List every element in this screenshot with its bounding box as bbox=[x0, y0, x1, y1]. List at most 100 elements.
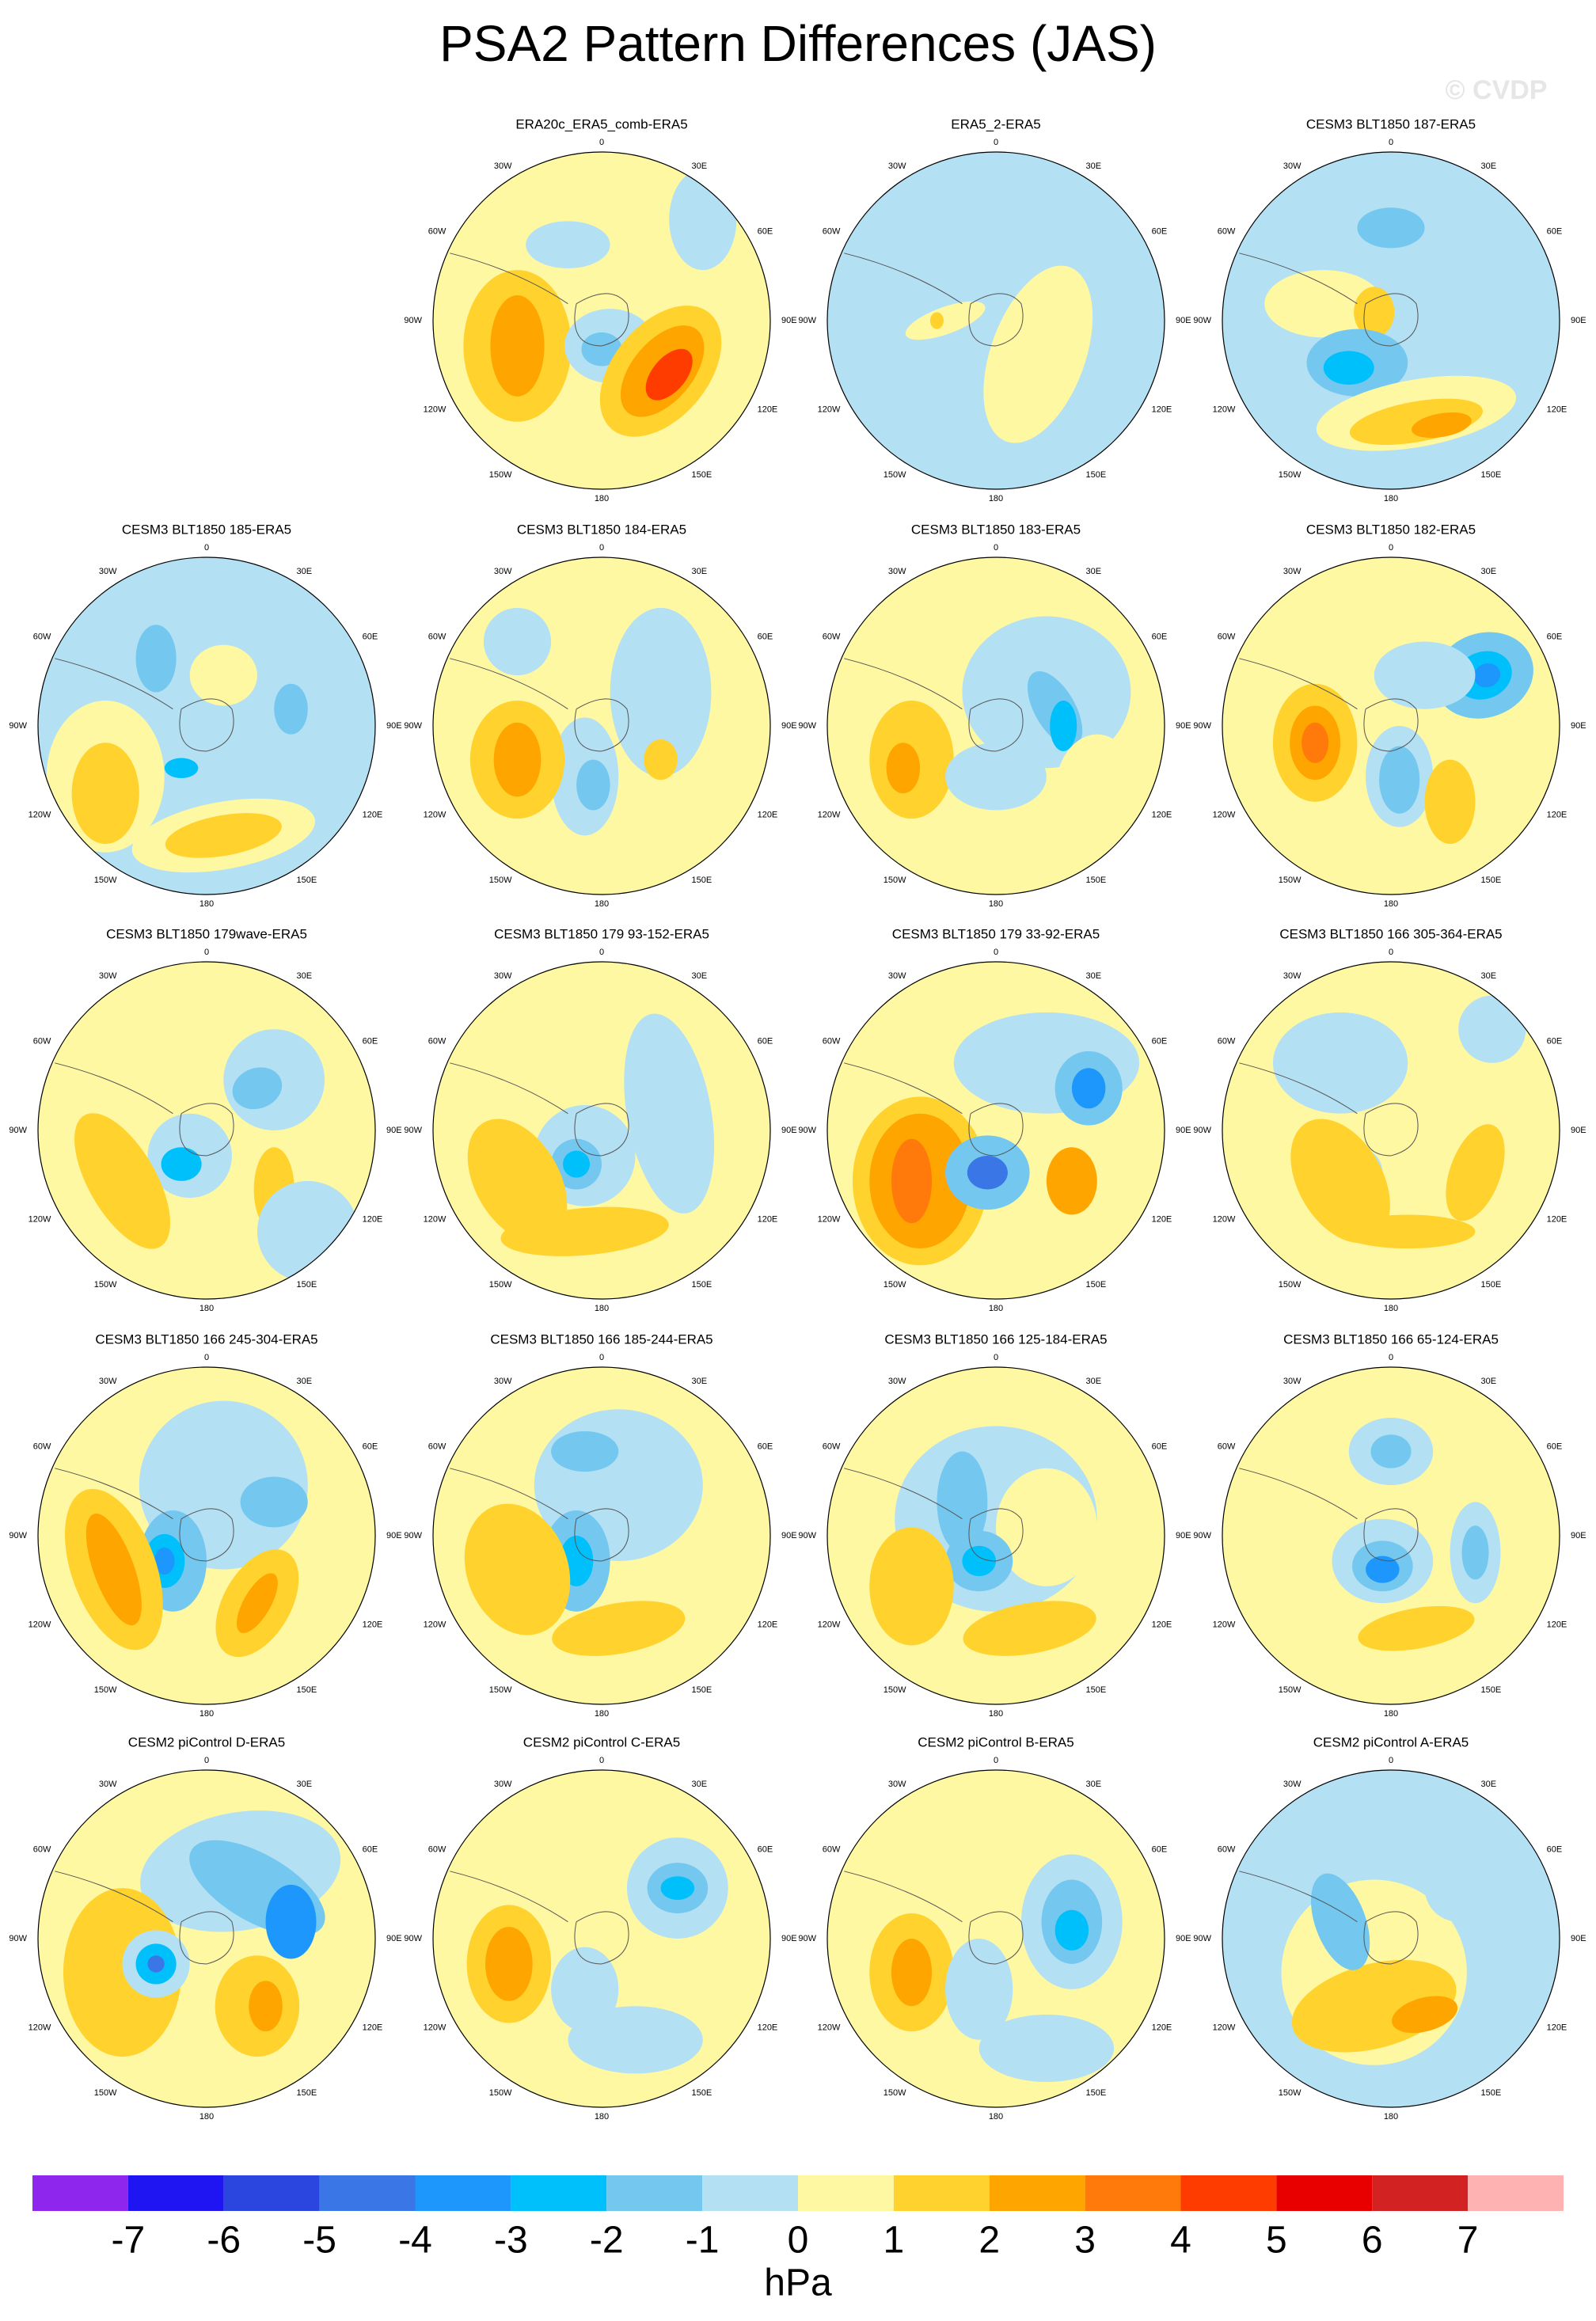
longitude-label: 60W bbox=[1218, 226, 1236, 236]
longitude-label: 180 bbox=[1384, 1709, 1398, 1719]
colorbar-tick-label: 0 bbox=[788, 2220, 809, 2262]
map-panel: CESM3 BLT1850 179wave-ERA5 0 30E 60E 90E 120E… bbox=[9, 926, 401, 1312]
coastline bbox=[844, 253, 1024, 347]
map-panel: CESM3 BLT1850 179 93-152-ERA5 0 30E 60E 90E 1… bbox=[404, 926, 796, 1312]
panel-title: CESM2 piControl A-ERA5 bbox=[1313, 1734, 1469, 1749]
longitude-label: 120E bbox=[363, 1620, 383, 1629]
contour-field bbox=[433, 557, 770, 895]
contour-fill bbox=[905, 301, 986, 340]
contour-fill bbox=[1392, 1996, 1458, 2034]
longitude-label: 150W bbox=[1279, 1280, 1302, 1290]
map-panel: CESM3 BLT1850 182-ERA5 0 30E 60E 90E 120E 150E… bbox=[1193, 522, 1586, 908]
longitude-label: 150E bbox=[1481, 876, 1502, 885]
longitude-label: 150W bbox=[94, 1280, 117, 1290]
contour-fill bbox=[929, 312, 944, 329]
longitude-label: 120W bbox=[818, 2023, 841, 2032]
colorbar-tick-label: 7 bbox=[1457, 2220, 1479, 2262]
contour-fill bbox=[660, 1876, 695, 1901]
map-outline bbox=[1222, 961, 1560, 1300]
longitude-label: 90W bbox=[404, 721, 422, 731]
longitude-label: 60W bbox=[428, 226, 446, 236]
longitude-label: 60E bbox=[1547, 1036, 1563, 1046]
longitude-label: 120W bbox=[28, 2023, 51, 2032]
longitude-label: 120E bbox=[758, 1214, 778, 1224]
longitude-label: 150E bbox=[692, 1280, 712, 1290]
longitude-label: 120W bbox=[424, 1214, 446, 1224]
longitude-label: 150W bbox=[94, 1685, 117, 1695]
longitude-label: 60E bbox=[1152, 1036, 1168, 1046]
longitude-label: 150W bbox=[1279, 876, 1302, 885]
longitude-label: 60E bbox=[363, 1442, 378, 1451]
coastline bbox=[450, 1468, 629, 1562]
contour-fill bbox=[937, 1451, 988, 1553]
contour-fill bbox=[1412, 412, 1472, 439]
contour-fill bbox=[963, 1601, 1096, 1656]
longitude-label: 90W bbox=[1193, 1531, 1211, 1540]
contour-fill bbox=[485, 1927, 533, 2001]
watermark: © CVDP bbox=[1446, 75, 1548, 105]
longitude-label: 30E bbox=[1481, 161, 1497, 171]
contour-field bbox=[38, 1770, 375, 2107]
longitude-label: 90E bbox=[1176, 721, 1191, 731]
colorbar-tick-label: -5 bbox=[302, 2220, 336, 2262]
contour-field bbox=[827, 152, 1165, 489]
colorbar-box bbox=[1180, 2175, 1277, 2211]
longitude-label: 150E bbox=[692, 1685, 712, 1695]
longitude-label: 0 bbox=[599, 948, 604, 957]
longitude-label: 30W bbox=[888, 1377, 906, 1386]
longitude-label: 180 bbox=[200, 1304, 214, 1313]
coastline bbox=[55, 1871, 234, 1965]
contour-fill bbox=[1310, 1873, 1370, 1970]
longitude-label: 30W bbox=[99, 1780, 117, 1789]
longitude-label: 30W bbox=[888, 161, 906, 171]
coastline bbox=[1239, 1062, 1419, 1157]
longitude-label: 90E bbox=[1176, 1126, 1191, 1135]
panel-title: CESM2 piControl D-ERA5 bbox=[128, 1734, 285, 1749]
coastline bbox=[1239, 658, 1419, 752]
longitude-label: 60W bbox=[33, 1442, 51, 1451]
longitude-label: 180 bbox=[595, 1709, 609, 1719]
contour-fill bbox=[483, 607, 552, 676]
longitude-label: 150E bbox=[692, 876, 712, 885]
contour-fill bbox=[63, 1888, 182, 2057]
longitude-label: 60E bbox=[1547, 1844, 1563, 1854]
panel-title: CESM3 BLT1850 183-ERA5 bbox=[911, 522, 1081, 537]
longitude-label: 150E bbox=[1481, 1280, 1502, 1290]
longitude-label: 0 bbox=[204, 948, 209, 957]
field-background bbox=[1222, 557, 1560, 895]
longitude-label: 90E bbox=[386, 721, 402, 731]
longitude-label: 0 bbox=[994, 138, 998, 147]
longitude-label: 30E bbox=[1481, 1377, 1497, 1386]
contour-fill bbox=[1054, 1909, 1089, 1951]
longitude-label: 30W bbox=[888, 971, 906, 981]
longitude-label: 120W bbox=[424, 810, 446, 819]
panel-title: CESM3 BLT1850 187-ERA5 bbox=[1306, 116, 1476, 131]
map-panel: CESM3 BLT1850 166 185-244-ERA5 0 30E 60E 90E… bbox=[404, 1331, 796, 1718]
longitude-label: 120E bbox=[363, 810, 383, 819]
longitude-label: 30E bbox=[1481, 971, 1497, 981]
coastline bbox=[450, 253, 629, 347]
map-panel: CESM3 BLT1850 179 33-92-ERA5 0 30E 60E 90E 12… bbox=[798, 926, 1191, 1312]
longitude-label: 120E bbox=[1152, 405, 1172, 414]
colorbar-box bbox=[1085, 2175, 1181, 2211]
coastline bbox=[55, 658, 234, 752]
longitude-label: 30W bbox=[1283, 1377, 1302, 1386]
coastline bbox=[450, 1062, 629, 1157]
contour-fill bbox=[1071, 1068, 1106, 1109]
longitude-label: 180 bbox=[200, 2112, 214, 2122]
longitude-label: 30W bbox=[99, 971, 117, 981]
map-outline bbox=[826, 151, 1165, 490]
panel-title: ERA5_2-ERA5 bbox=[951, 116, 1040, 131]
longitude-label: 30W bbox=[888, 1780, 906, 1789]
contour-fill bbox=[500, 1206, 669, 1256]
longitude-label: 150E bbox=[297, 1280, 317, 1290]
longitude-label: 120E bbox=[758, 810, 778, 819]
contour-fill bbox=[644, 739, 678, 781]
longitude-label: 180 bbox=[595, 1304, 609, 1313]
map-panel: CESM3 BLT1850 187-ERA5 0 30E 60E 90E 120E 150E… bbox=[1193, 116, 1586, 503]
contour-fill bbox=[1424, 759, 1476, 845]
longitude-label: 180 bbox=[1384, 899, 1398, 909]
contour-fill bbox=[581, 332, 622, 367]
colorbar-tick-label: -2 bbox=[590, 2220, 624, 2262]
